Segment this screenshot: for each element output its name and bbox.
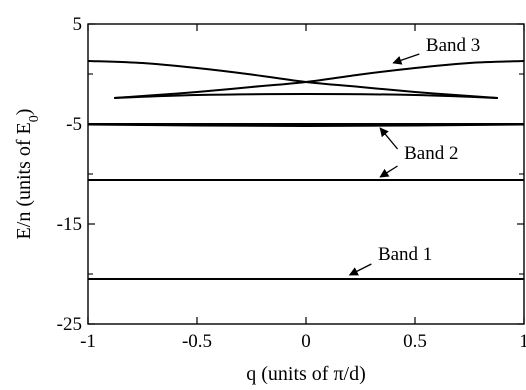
x-axis-label: q (units of π/d) bbox=[246, 363, 366, 385]
annotation-arrow bbox=[348, 263, 372, 276]
band-curve-5 bbox=[114, 92, 498, 99]
y-tick-label: -15 bbox=[57, 214, 82, 235]
x-tick-label: 0.5 bbox=[403, 331, 427, 352]
axis-ticks bbox=[87, 23, 525, 325]
annotation-label: Band 3 bbox=[426, 35, 480, 56]
annotation-arrow bbox=[379, 127, 399, 150]
annotation-arrow bbox=[392, 53, 420, 65]
y-axis-label: E/n (units of E0) bbox=[13, 109, 42, 240]
annotation-label: Band 1 bbox=[378, 244, 432, 265]
x-tick-label: 1 bbox=[519, 331, 526, 352]
band-curve-7 bbox=[114, 60, 525, 99]
series-group bbox=[87, 60, 525, 280]
band-curve-4 bbox=[87, 123, 525, 128]
y-tick-label: -5 bbox=[66, 114, 82, 135]
annotation-arrow bbox=[379, 165, 398, 178]
annotation-label: Band 2 bbox=[404, 143, 458, 164]
annotations-group: Band 3 Band 2 Band 1 bbox=[348, 35, 480, 276]
x-tick-label: 0 bbox=[301, 331, 311, 352]
y-tick-label: -25 bbox=[57, 314, 82, 335]
y-tick-label: 5 bbox=[73, 14, 83, 35]
x-tick-label: -0.5 bbox=[182, 331, 212, 352]
tick-labels: -1 -0.5 0 0.5 1 -25 -15 -5 5 bbox=[57, 14, 526, 352]
x-tick-label: -1 bbox=[80, 331, 96, 352]
